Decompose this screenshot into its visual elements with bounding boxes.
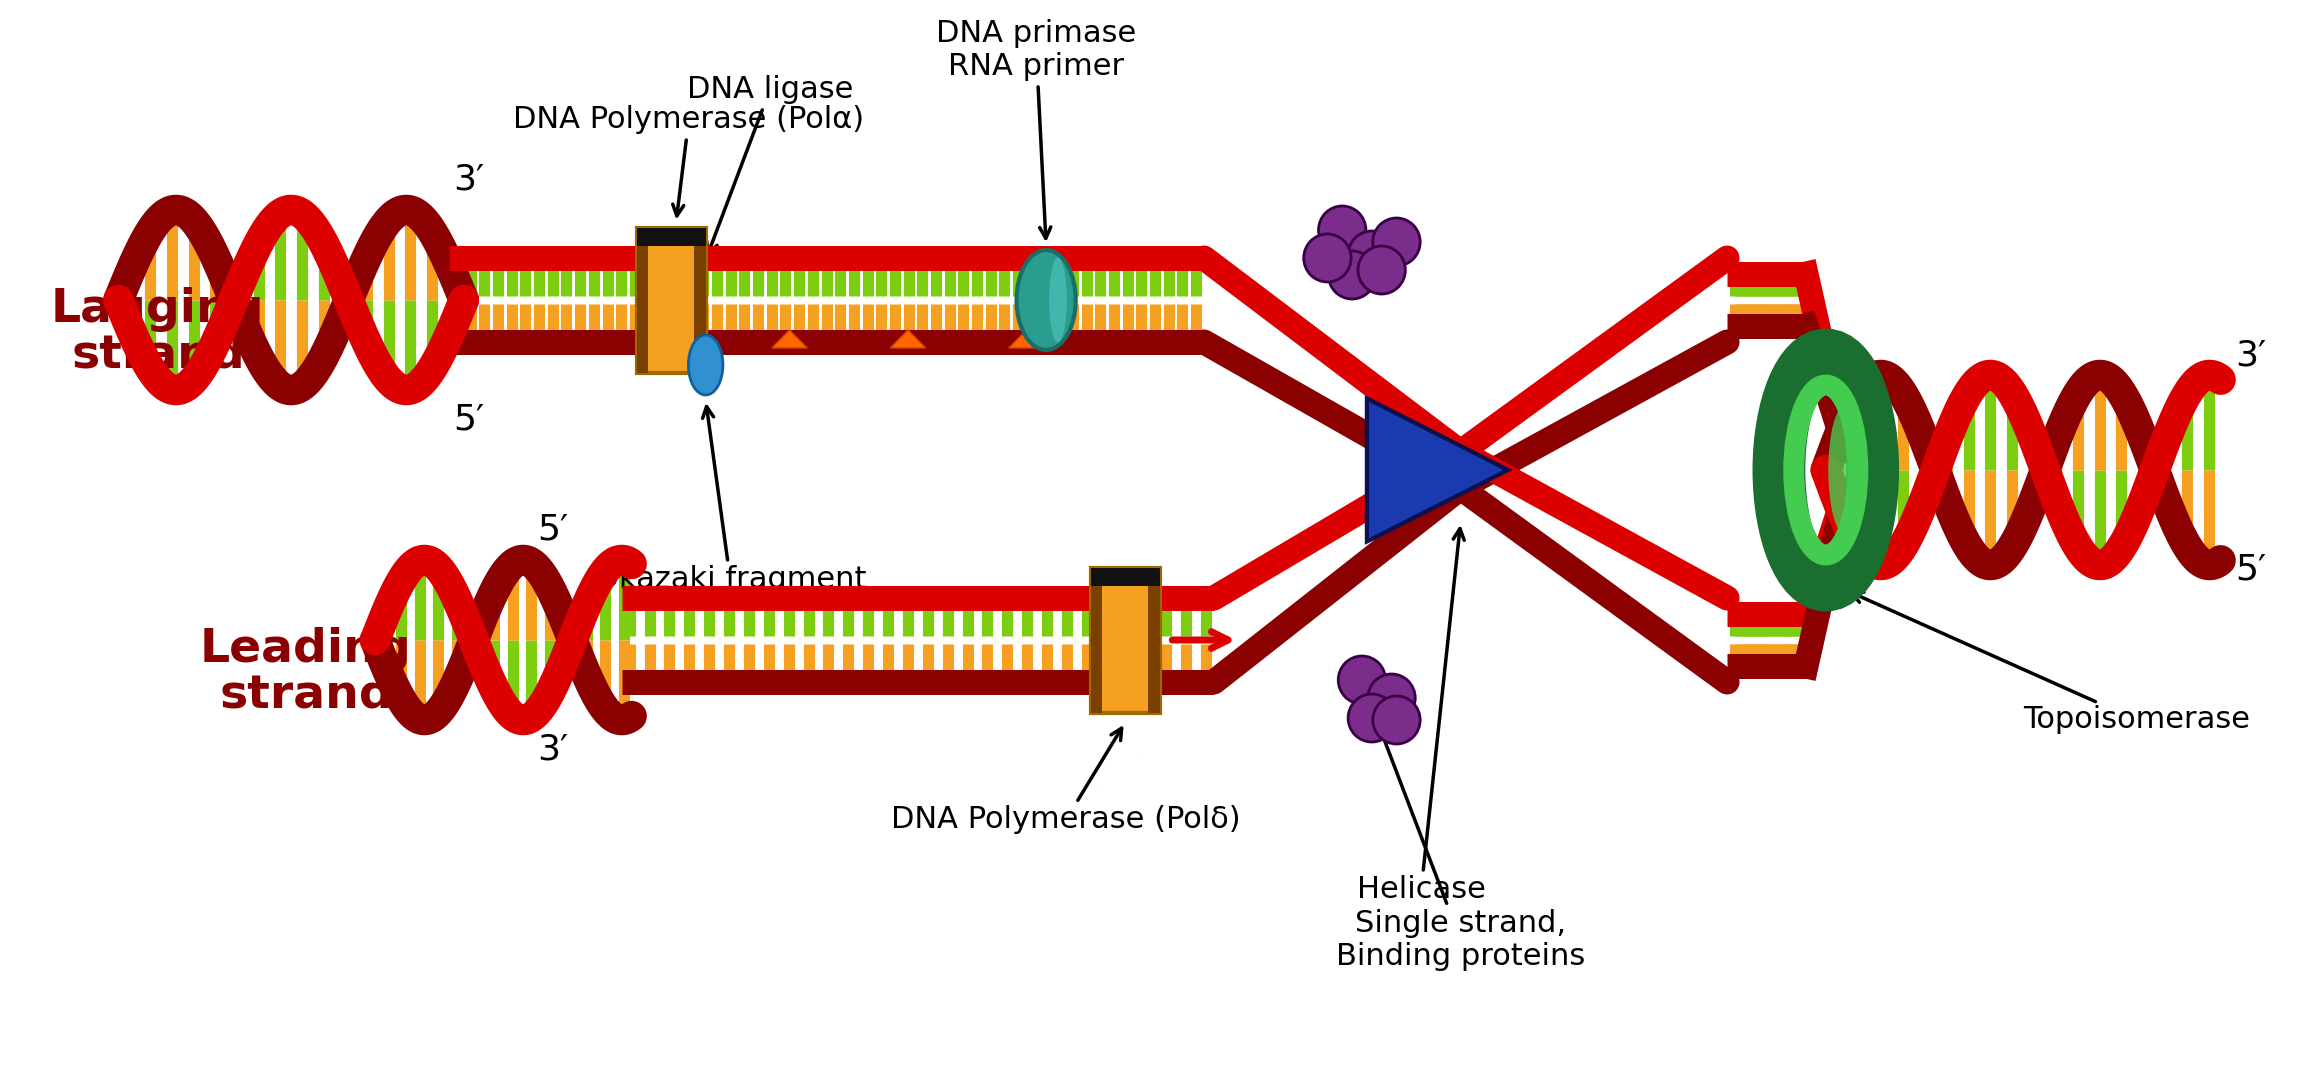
Text: Single strand,
Binding proteins: Single strand, Binding proteins <box>1336 726 1585 971</box>
Circle shape <box>1304 234 1350 282</box>
Polygon shape <box>772 330 806 348</box>
Circle shape <box>1329 251 1375 299</box>
Circle shape <box>1357 246 1405 294</box>
Circle shape <box>1373 696 1419 744</box>
Text: DNA Polymerase (Polα): DNA Polymerase (Polα) <box>514 106 864 215</box>
Polygon shape <box>1366 398 1509 542</box>
FancyBboxPatch shape <box>1090 568 1101 713</box>
Circle shape <box>1348 694 1396 742</box>
Text: 3′: 3′ <box>2235 338 2267 372</box>
FancyBboxPatch shape <box>1090 568 1159 586</box>
Circle shape <box>1369 674 1415 722</box>
FancyBboxPatch shape <box>636 227 647 373</box>
Ellipse shape <box>1048 257 1067 342</box>
Ellipse shape <box>1829 405 1864 535</box>
Text: strand: strand <box>219 672 392 717</box>
Text: Topoisomerase: Topoisomerase <box>1852 592 2251 735</box>
Circle shape <box>1373 218 1419 266</box>
Text: 5′: 5′ <box>454 403 484 437</box>
Text: Lagging: Lagging <box>51 288 265 333</box>
FancyBboxPatch shape <box>636 227 705 373</box>
Text: 3′: 3′ <box>537 733 569 767</box>
Polygon shape <box>889 330 926 348</box>
FancyBboxPatch shape <box>1090 568 1159 713</box>
Circle shape <box>1318 206 1366 254</box>
Circle shape <box>1348 230 1396 279</box>
Circle shape <box>1339 656 1385 704</box>
Text: Helicase: Helicase <box>1357 529 1486 905</box>
Text: DNA primase
RNA primer: DNA primase RNA primer <box>935 18 1136 238</box>
Text: DNA Polymerase (Polδ): DNA Polymerase (Polδ) <box>892 728 1240 835</box>
Ellipse shape <box>689 335 723 395</box>
Text: 5′: 5′ <box>537 513 569 547</box>
FancyBboxPatch shape <box>694 227 705 373</box>
Text: Okazaki fragment: Okazaki fragment <box>594 407 866 595</box>
Text: 5′: 5′ <box>2235 553 2267 587</box>
Text: strand: strand <box>71 333 244 378</box>
Text: Leading: Leading <box>200 628 412 672</box>
Text: DNA ligase: DNA ligase <box>687 75 852 254</box>
Polygon shape <box>1009 330 1044 348</box>
Text: 3′: 3′ <box>454 163 484 197</box>
FancyBboxPatch shape <box>1147 568 1159 713</box>
FancyBboxPatch shape <box>636 227 705 246</box>
Ellipse shape <box>1016 250 1076 350</box>
